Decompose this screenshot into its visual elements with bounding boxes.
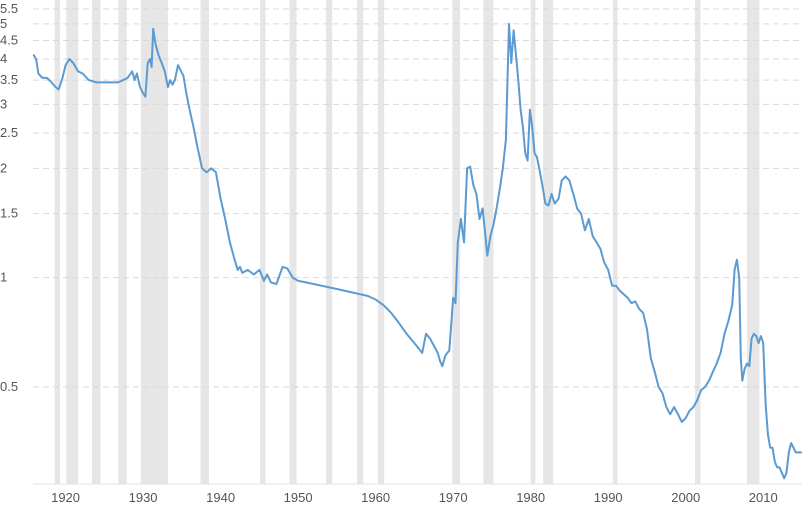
y-tick-label: 3 bbox=[0, 96, 7, 111]
shaded-period-3 bbox=[118, 0, 127, 484]
x-tick-label: 1920 bbox=[51, 490, 80, 505]
y-tick-label: 3.5 bbox=[0, 72, 18, 87]
shaded-period-12 bbox=[483, 0, 494, 484]
shaded-period-14 bbox=[543, 0, 554, 484]
y-tick-label: 5.5 bbox=[0, 1, 18, 16]
shaded-period-1 bbox=[66, 0, 78, 484]
grid-lines bbox=[33, 8, 802, 485]
y-tick-label: 0.5 bbox=[0, 379, 18, 394]
series-group bbox=[32, 22, 802, 480]
shaded-period-15 bbox=[612, 0, 618, 484]
x-tick-label: 1980 bbox=[516, 490, 545, 505]
shaded-period-2 bbox=[91, 0, 101, 484]
y-tick-label: 5 bbox=[0, 16, 7, 31]
y-tick-label: 4.5 bbox=[0, 32, 18, 47]
x-axis: 1920 1930 1940 1950 1960 1970 1980 1990 2000 2010 bbox=[51, 490, 778, 505]
shaded-period-9 bbox=[357, 0, 364, 484]
shaded-period-10 bbox=[377, 0, 385, 484]
shaded-period-11 bbox=[452, 0, 461, 484]
recession-bands bbox=[54, 0, 760, 484]
series-line-0 bbox=[32, 22, 802, 480]
x-tick-label: 2010 bbox=[749, 490, 778, 505]
x-tick-label: 1930 bbox=[129, 490, 158, 505]
y-axis: 0.5 1 1.5 2 2.5 3 3.5 4 4.555.5 bbox=[0, 1, 18, 394]
shaded-period-7 bbox=[289, 0, 297, 484]
shaded-period-6 bbox=[260, 0, 266, 484]
y-tick-label: 1.5 bbox=[0, 206, 18, 221]
x-tick-label: 1970 bbox=[439, 490, 468, 505]
y-tick-label: 1 bbox=[0, 270, 7, 285]
x-tick-label: 1940 bbox=[206, 490, 235, 505]
shaded-period-5 bbox=[200, 0, 209, 484]
shaded-period-16 bbox=[695, 0, 701, 484]
shaded-period-13 bbox=[530, 0, 536, 484]
shaded-period-8 bbox=[326, 0, 333, 484]
shaded-period-17 bbox=[746, 0, 760, 484]
shaded-period-0 bbox=[54, 0, 61, 484]
shaded-period-4 bbox=[140, 0, 168, 484]
x-tick-label: 2000 bbox=[671, 490, 700, 505]
x-tick-label: 1990 bbox=[594, 490, 623, 505]
y-tick-label: 4 bbox=[0, 51, 7, 66]
x-tick-label: 1960 bbox=[361, 490, 390, 505]
x-tick-label: 1950 bbox=[284, 490, 313, 505]
y-tick-label: 2 bbox=[0, 160, 7, 175]
y-tick-label: 2.5 bbox=[0, 125, 18, 140]
